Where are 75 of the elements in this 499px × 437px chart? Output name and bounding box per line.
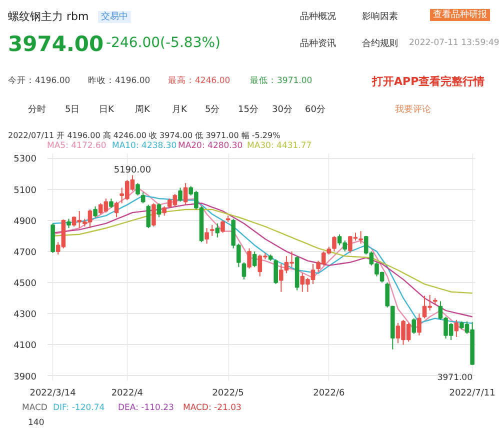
annotation: 3971.00 (437, 373, 473, 383)
chart-title: 螺纹钢主力 rbm (8, 9, 89, 25)
candlestick (332, 235, 336, 252)
text: MACD: -21.03 (183, 403, 242, 415)
text: DEA: -110.23 (118, 403, 174, 415)
candlestick (412, 318, 416, 334)
text: 我要评论 (395, 104, 431, 116)
y-tick-label: 5300 (14, 154, 37, 165)
text: 打开APP查看完整行情 (372, 74, 485, 90)
x-tick-label: 2022/4 (111, 388, 144, 398)
text: 昨收：4196.00 (88, 76, 150, 88)
text: 60分 (305, 104, 326, 116)
candlestick (162, 206, 166, 216)
candlestick (210, 224, 214, 236)
text: MA10: 4238.30 (112, 141, 177, 153)
y-tick-label: 4500 (14, 279, 37, 290)
text: 合约规则 (362, 38, 398, 50)
text: MA5: 4172.60 (47, 141, 106, 153)
y-tick-label: 4700 (14, 248, 37, 258)
candlestick (114, 201, 119, 218)
y-tick-label: 3900 (14, 372, 37, 382)
y-tick-label: 5100 (14, 186, 37, 196)
text: 影响因素 (362, 10, 398, 24)
candlestick (204, 228, 209, 244)
text: 分时 (28, 104, 46, 116)
text: 最高：4246.00 (168, 76, 230, 88)
text: 140 (28, 418, 44, 430)
candlestick (274, 258, 278, 285)
x-tick-label: 2022/6 (313, 388, 346, 398)
text: 周K (135, 104, 150, 116)
text: 交易中 (98, 10, 131, 24)
text: 最低：3971.00 (250, 76, 312, 88)
text: 品种概况 (300, 10, 336, 24)
text: MA30: 4431.77 (247, 141, 312, 153)
candlestick (140, 192, 146, 204)
text: 2022/07/11 开 4196.00 高 4246.00 收 3974.00 低 3971.00 幅 -5.29% (8, 130, 280, 142)
text: 5分 (205, 104, 220, 116)
annotation: 5190.00 (114, 165, 152, 176)
candlestick (178, 187, 182, 202)
y-tick-label: 4300 (14, 310, 37, 320)
candlestick (109, 198, 114, 208)
text: MACD (22, 403, 48, 415)
text: -246.00(-5.83%) (106, 34, 220, 54)
text: 15分 (238, 104, 258, 116)
text: 品种资讯 (300, 38, 336, 50)
text: 3974.00 (8, 31, 104, 58)
candlestick (252, 250, 257, 268)
candlestick (183, 182, 188, 206)
y-tick-label: 4100 (14, 341, 37, 352)
y-tick-label: 4900 (14, 216, 37, 227)
text: 查看品种研报 (430, 8, 490, 22)
candlestick (417, 313, 422, 336)
candlestick (220, 220, 225, 234)
x-tick-label: 2022/3/14 (30, 388, 76, 398)
candlestick (242, 262, 246, 280)
text: DIF: -120.74 (53, 403, 105, 415)
candlestick (93, 206, 98, 218)
text: 日K (99, 104, 114, 116)
candlestick (454, 319, 459, 338)
text: 30分 (272, 104, 292, 116)
x-tick-label: 2022/7/11 (449, 388, 496, 398)
text: 5日 (65, 104, 80, 116)
text: 今开：4196.00 (8, 76, 70, 88)
candlestick (358, 230, 363, 244)
text: MA20: 4280.30 (178, 141, 243, 153)
candlestick (156, 202, 162, 218)
candlestick (152, 202, 156, 228)
text: 月K (172, 104, 187, 116)
candlestick (136, 182, 140, 196)
candlestick (247, 248, 252, 270)
candlestick (66, 218, 71, 229)
text: 2022-07-11 13:59:49 (409, 38, 499, 50)
candlestick (146, 204, 151, 229)
candlestick (215, 222, 220, 238)
x-tick-label: 2022/5 (212, 388, 244, 398)
